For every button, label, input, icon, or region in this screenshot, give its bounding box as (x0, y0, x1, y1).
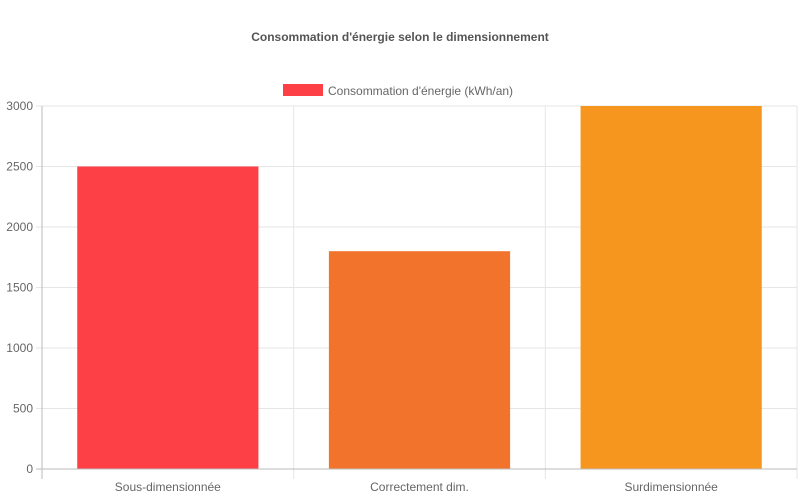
y-axis-tick-labels: 0 500 1000 1500 2000 2500 3000 (6, 99, 33, 476)
legend[interactable]: Consommation d'énergie (kWh/an) (283, 84, 513, 98)
y-tick-label: 3000 (6, 99, 33, 113)
y-tick-label: 2000 (6, 220, 33, 234)
legend-label: Consommation d'énergie (kWh/an) (328, 84, 513, 98)
y-tick-label: 1000 (6, 341, 33, 355)
y-tick-label: 2500 (6, 160, 33, 174)
bar[interactable] (328, 251, 511, 469)
bar[interactable] (77, 166, 259, 470)
bar[interactable] (580, 106, 762, 469)
y-tick-label: 500 (13, 402, 33, 416)
x-axis-tick-labels: Sous-dimensionnée Correctement dim. Surdim… (115, 480, 718, 494)
y-tick-label: 0 (26, 462, 33, 476)
x-tick-label: Sous-dimensionnée (115, 480, 221, 494)
bars (77, 106, 762, 469)
x-tick-label: Surdimensionnée (624, 480, 718, 494)
x-tick-label: Correctement dim. (370, 480, 469, 494)
axes (36, 106, 797, 479)
y-tick-label: 1500 (6, 281, 33, 295)
chart-title: Consommation d'énergie selon le dimensio… (251, 30, 549, 44)
legend-swatch (283, 84, 323, 96)
